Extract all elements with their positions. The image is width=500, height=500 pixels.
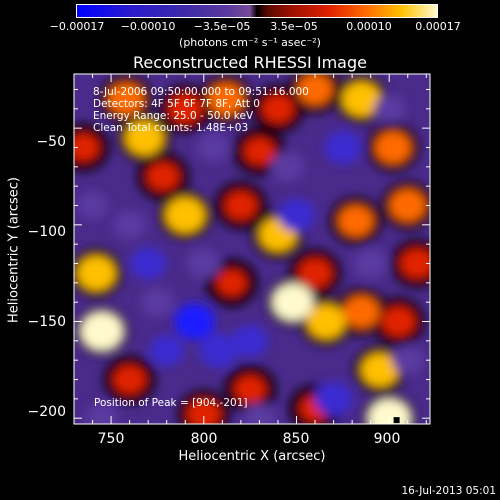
colorbar-tick-label: −0.00010	[120, 20, 176, 33]
heatmap-blob	[113, 210, 146, 240]
heatmap-blob	[389, 189, 426, 222]
heatmap-blob	[107, 83, 144, 116]
info-detectors: Detectors: 4F 5F 6F 7F 8F, Att 0	[93, 98, 260, 110]
y-tick-label: −150	[27, 314, 66, 330]
x-tick-label: 850	[282, 431, 310, 447]
colorbar-tick-label: 0.00017	[415, 20, 461, 33]
x-tick-label: 900	[373, 431, 401, 447]
heatmap-blob	[196, 133, 230, 162]
heatmap-blob	[298, 258, 332, 289]
heatmap-blob	[186, 248, 221, 279]
heatmap-blob	[207, 83, 245, 116]
heatmap-blob	[232, 324, 269, 357]
heatmap-blob	[199, 333, 238, 368]
heatmap-blob	[165, 197, 206, 233]
peak-position-label: Position of Peak = [904,-201]	[94, 397, 248, 409]
heatmap-blob	[374, 131, 411, 164]
heatmap-blob	[368, 399, 411, 424]
y-tick-label: −50	[36, 134, 66, 150]
heatmap-blob	[270, 151, 305, 182]
colorbar	[76, 4, 438, 18]
heatmap-blob	[343, 295, 380, 328]
heatmap-blob	[130, 247, 167, 280]
heatmap-blob	[125, 120, 164, 156]
colorbar-tick-label: −3.5e−05	[193, 20, 251, 33]
heatmap-blob	[391, 345, 425, 375]
heatmap-blob	[361, 353, 399, 387]
heatmap-blob	[272, 283, 314, 321]
y-tick-label: −100	[27, 224, 66, 240]
colorbar-tick-label: 3.5e−05	[270, 20, 318, 33]
heatmap-blob	[381, 306, 416, 337]
heatmap-blob	[85, 403, 119, 424]
heatmap-blob	[174, 303, 215, 340]
heatmap-blob	[342, 81, 381, 117]
heatmap-blob	[234, 375, 266, 403]
colorbar-tick-label: 0.00010	[346, 20, 392, 33]
info-energy-range: Energy Range: 25.0 - 50.0 keV	[93, 110, 254, 122]
heatmap-blob	[353, 248, 388, 279]
render-timestamp: 16-Jul-2013 05:01	[401, 485, 496, 497]
peak-marker	[393, 417, 400, 424]
heatmap-blob	[146, 162, 180, 191]
heatmap-blob	[113, 365, 146, 394]
heatmap-blob	[306, 304, 346, 339]
heatmap-blob	[141, 287, 174, 317]
heatmap-blob	[243, 137, 276, 166]
heatmap-blob	[373, 95, 405, 123]
colorbar-tick-label: −0.00017	[49, 20, 105, 33]
heatmap-blob	[224, 191, 258, 220]
heatmap-blob	[149, 335, 185, 366]
heatmap-blob	[261, 94, 295, 124]
heatmap-blob	[77, 255, 116, 291]
heatmap-blob	[338, 205, 374, 237]
x-tick-label: 800	[190, 431, 218, 447]
heatmap-blob	[76, 191, 109, 220]
heatmap-blob	[314, 381, 353, 417]
x-tick-label: 750	[97, 431, 125, 447]
chart-title: Reconstructed RHESSI Image	[133, 53, 367, 72]
heatmap-blob	[277, 198, 316, 232]
y-tick-label: −200	[27, 404, 66, 420]
heatmap-blob	[297, 74, 333, 105]
heatmap-blob	[400, 248, 430, 279]
x-axis-label: Heliocentric X (arcsec)	[178, 449, 326, 464]
y-axis-label: Heliocentric Y (arcsec)	[6, 177, 22, 323]
heatmap-blob	[168, 93, 203, 124]
info-time-range: 8-Jul-2006 09:50:00.000 to 09:51:16.000	[93, 86, 309, 98]
info-counts: Clean Total counts: 1.48E+03	[93, 122, 249, 134]
heatmap-blob	[324, 130, 362, 165]
colorbar-units: (photons cm⁻² s⁻¹ asec⁻²)	[179, 36, 321, 49]
heatmap-blob	[242, 403, 277, 424]
plot-frame	[73, 73, 431, 425]
heatmap-blob	[80, 312, 123, 351]
heatmap-blob	[186, 399, 221, 424]
heatmap-blob	[74, 133, 99, 162]
heatmap-blob	[216, 269, 247, 296]
